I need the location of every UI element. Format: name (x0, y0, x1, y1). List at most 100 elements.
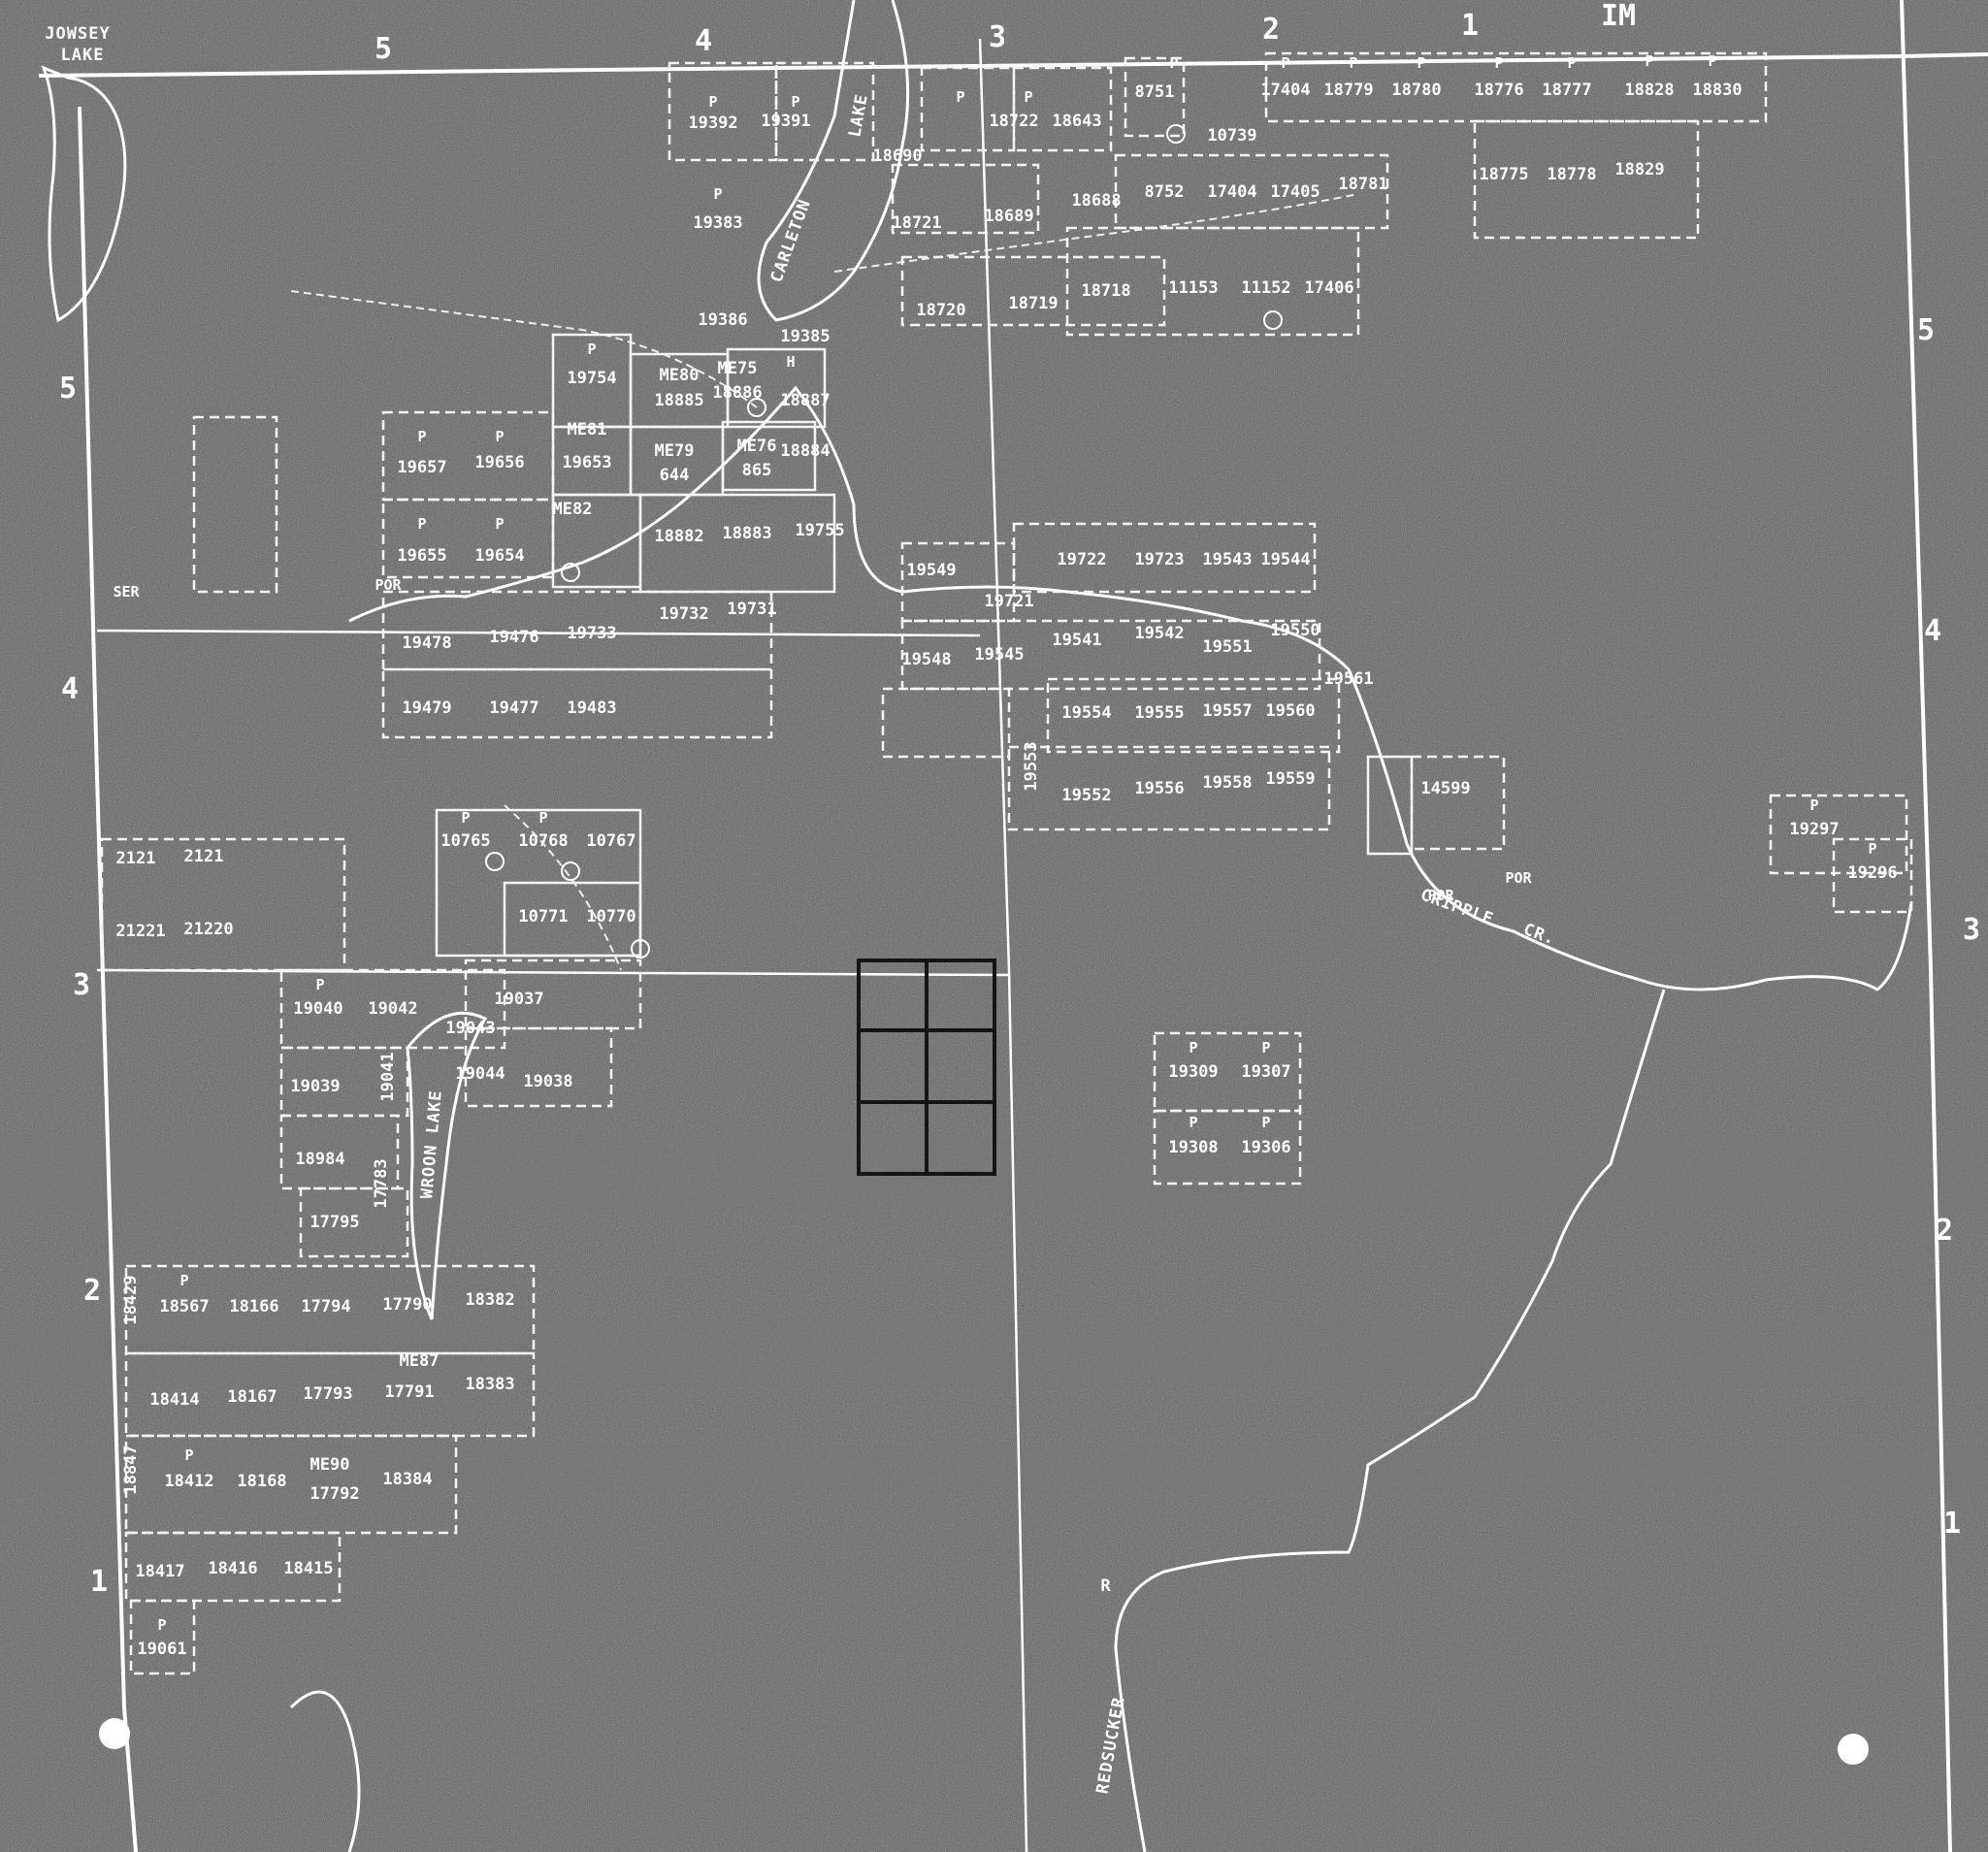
patent-mark: P (184, 1446, 193, 1464)
patent-mark: P (587, 341, 596, 358)
road (833, 193, 1359, 273)
patent-mark: P (179, 1272, 188, 1289)
abbreviation: POR (1505, 869, 1532, 887)
claim-number: 17406 (1304, 278, 1353, 298)
road (290, 290, 758, 408)
claim-number: 19391 (761, 112, 810, 131)
claim-number: 18775 (1479, 165, 1528, 184)
claim-box (668, 61, 778, 162)
edge-number: 2 (1262, 13, 1280, 47)
claim-number: 17793 (303, 1384, 352, 1404)
claim-grid-low (100, 808, 1302, 1258)
claim-number: 19308 (1168, 1138, 1218, 1157)
punch-hole (1838, 1734, 1869, 1765)
claim-number: 19561 (1323, 669, 1373, 689)
claim-number: 10765 (440, 831, 490, 851)
edge-number: 1 (1461, 9, 1479, 43)
claim-number: 19655 (397, 546, 446, 566)
claim-box (124, 1531, 342, 1603)
edge-number: 3 (73, 968, 90, 1002)
patent-mark: P (495, 515, 504, 533)
patent-mark: P (791, 93, 799, 111)
claim-grid-bottom (124, 1264, 536, 1675)
claim-number: 19654 (474, 546, 524, 566)
claim-number: 19557 (1202, 701, 1252, 721)
claim-number: 19542 (1134, 624, 1184, 643)
claim-number: 19038 (523, 1072, 572, 1091)
edge-number: 3 (1963, 913, 1980, 947)
patent-mark: P (495, 428, 504, 445)
claim-number: 19385 (780, 327, 830, 346)
claim-box (721, 420, 817, 492)
claim-number: 19296 (1847, 863, 1897, 883)
claim-number: 19558 (1202, 773, 1252, 793)
claim-number: 19044 (455, 1064, 505, 1084)
claim-number: 19551 (1202, 637, 1252, 657)
claim-number: 19544 (1260, 550, 1310, 569)
claim-number: 18781 (1338, 175, 1387, 194)
lake-name: LAKE (61, 46, 105, 65)
claim-number: 19392 (688, 114, 737, 133)
claim-number: 19555 (1134, 703, 1184, 723)
claim-box (1046, 677, 1341, 754)
claim-number: 17790 (382, 1295, 432, 1315)
abbreviation: POR (375, 576, 402, 594)
patent-mark: P (1281, 54, 1289, 72)
edge-number: 3 (989, 20, 1006, 54)
edge-numbers: 5 4 3 2 1 IM 5 4 3 2 1 5 4 3 2 1 (59, 0, 1980, 1599)
claim-number: 19732 (659, 604, 708, 624)
claim-number: 19306 (1241, 1138, 1290, 1157)
claim-number: 17405 (1270, 182, 1320, 202)
claim-number: 19479 (402, 699, 451, 718)
claim-number: 18778 (1547, 165, 1596, 184)
claim-box (124, 1351, 536, 1438)
patent-mark: P (315, 976, 324, 993)
edge-number: IM (1601, 0, 1636, 33)
edge-number: 5 (59, 372, 77, 406)
claim-number: 18415 (283, 1559, 333, 1578)
patent-mark: P (1189, 1039, 1197, 1056)
claim-number: 18721 (892, 213, 941, 233)
claim-number: 19543 (1202, 550, 1252, 569)
claim-number: 8752 (1145, 182, 1185, 202)
claim-number: 2121 (116, 849, 156, 868)
claim-box (891, 163, 1040, 235)
claim-number: 19061 (137, 1640, 186, 1659)
claim-number: 19723 (1134, 550, 1184, 569)
scan-band (0, 1446, 1988, 1494)
claim-number: 19549 (906, 561, 956, 580)
claim-number: 18887 (780, 391, 830, 410)
claim-grid-mid (381, 522, 1913, 914)
edge-number: 4 (61, 672, 79, 706)
mining-code: ME76 (737, 437, 777, 456)
claim-number: 19545 (974, 645, 1024, 665)
claim-number: 19307 (1241, 1062, 1290, 1082)
claim-number: 19037 (494, 990, 543, 1009)
claim-number: 19554 (1061, 703, 1111, 723)
claim-box (638, 493, 836, 594)
claim-number: 19550 (1270, 621, 1320, 640)
patent-mark: P (1417, 54, 1425, 72)
claim-box (881, 687, 1011, 759)
claim-number: 19043 (445, 1019, 495, 1038)
claim-number: 18722 (989, 112, 1038, 131)
claim-number: 19553 (1022, 741, 1041, 791)
claim-number: 18830 (1692, 81, 1742, 100)
claim-number: 18417 (135, 1562, 184, 1581)
claim-number: 19731 (727, 600, 776, 619)
patent-mark: P (417, 428, 426, 445)
claim-number: 17792 (310, 1484, 359, 1504)
claim-box (1124, 56, 1186, 138)
claim-number: 19309 (1168, 1062, 1218, 1082)
claim-number: 18886 (712, 383, 762, 403)
claim-number: 17791 (384, 1382, 434, 1402)
water-features (41, 0, 1913, 1852)
mining-code: ME87 (400, 1351, 440, 1371)
claim-number: 17795 (310, 1213, 359, 1232)
claim-box (503, 881, 642, 958)
edge-number: 5 (1917, 313, 1935, 347)
lake-name: JOWSEY (45, 24, 110, 44)
mining-code: ME82 (553, 500, 593, 519)
patent-ring (747, 398, 766, 417)
claim-box (1012, 66, 1113, 152)
